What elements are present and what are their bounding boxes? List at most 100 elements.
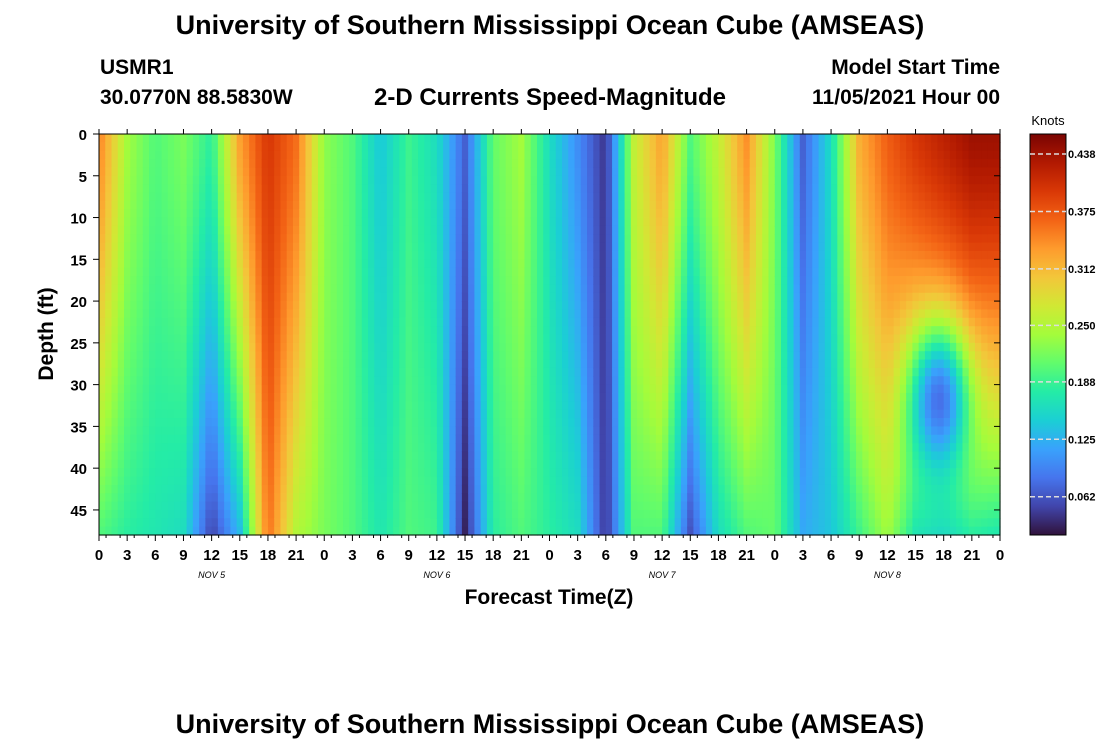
heatmap-cell <box>255 284 263 294</box>
heatmap-cell <box>180 451 188 461</box>
heatmap-cell <box>424 359 432 369</box>
heatmap-cell <box>299 134 307 143</box>
heatmap-cell <box>436 459 444 469</box>
heatmap-cell <box>743 409 751 419</box>
chart-subtitle: 2-D Currents Speed-Magnitude <box>373 84 727 111</box>
heatmap-cell <box>236 200 244 210</box>
heatmap-cell <box>192 351 200 361</box>
heatmap-cell <box>574 150 582 160</box>
heatmap-cell <box>99 184 106 194</box>
heatmap-cell <box>536 409 544 419</box>
heatmap-cell <box>724 150 732 160</box>
heatmap-cell <box>111 292 119 302</box>
heatmap-cell <box>149 501 156 511</box>
heatmap-cell <box>624 225 632 235</box>
heatmap-cell <box>536 276 544 285</box>
heatmap-cell <box>330 509 338 519</box>
heatmap-cell <box>724 418 732 427</box>
heatmap-cell <box>486 359 494 369</box>
heatmap-cell <box>712 184 720 194</box>
heatmap-cell <box>518 142 526 152</box>
heatmap-cell <box>455 484 463 494</box>
heatmap-cell <box>192 443 200 453</box>
heatmap-cell <box>605 200 613 210</box>
heatmap-cell <box>111 476 119 486</box>
heatmap-cell <box>486 184 494 194</box>
heatmap-cell <box>242 326 250 336</box>
heatmap-cell <box>730 451 738 461</box>
heatmap-cell <box>105 134 113 143</box>
heatmap-cell <box>674 267 682 277</box>
heatmap-cell <box>411 459 419 469</box>
heatmap-cell <box>630 484 638 494</box>
heatmap-cell <box>680 292 688 302</box>
heatmap-cell <box>117 484 125 494</box>
heatmap-cell <box>655 284 663 294</box>
heatmap-cell <box>730 476 738 486</box>
heatmap-cell <box>624 468 632 478</box>
heatmap-cell <box>580 192 588 202</box>
heatmap-cell <box>536 225 544 235</box>
heatmap-cell <box>705 409 713 419</box>
heatmap-cell <box>418 250 425 260</box>
heatmap-cell <box>687 451 695 461</box>
heatmap-cell <box>674 518 682 528</box>
heatmap-cell <box>480 468 488 478</box>
heatmap-cell <box>180 192 188 202</box>
heatmap-cell <box>524 342 532 352</box>
heatmap-cell <box>242 309 250 319</box>
heatmap-cell <box>687 192 695 202</box>
heatmap-cell <box>593 342 601 352</box>
heatmap-cell <box>724 259 732 269</box>
heatmap-cell <box>418 526 425 536</box>
heatmap-cell <box>593 351 601 361</box>
heatmap-cell <box>549 367 557 377</box>
heatmap-cell <box>587 493 594 503</box>
heatmap-cell <box>330 334 338 344</box>
heatmap-cell <box>161 401 169 411</box>
heatmap-cell <box>349 317 357 327</box>
heatmap-cell <box>662 359 669 369</box>
heatmap-cell <box>292 509 300 519</box>
heatmap-cell <box>324 434 332 444</box>
heatmap-cell <box>217 443 225 453</box>
heatmap-cell <box>468 484 476 494</box>
heatmap-cell <box>499 192 507 202</box>
heatmap-cell <box>662 342 669 352</box>
heatmap-cell <box>493 200 501 210</box>
heatmap-cell <box>743 367 751 377</box>
heatmap-cell <box>580 225 588 235</box>
heatmap-cell <box>174 367 181 377</box>
heatmap-cell <box>505 250 513 260</box>
heatmap-cell <box>737 434 745 444</box>
heatmap-cell <box>230 518 238 528</box>
heatmap-cell <box>430 276 438 285</box>
heatmap-cell <box>368 451 375 461</box>
heatmap-cell <box>612 509 619 519</box>
heatmap-cell <box>180 326 188 336</box>
heatmap-cell <box>499 501 507 511</box>
heatmap-cell <box>211 501 219 511</box>
heatmap-cell <box>436 259 444 269</box>
heatmap-cell <box>280 276 288 285</box>
heatmap-cell <box>111 426 119 436</box>
heatmap-cell <box>117 142 125 152</box>
heatmap-cell <box>737 342 745 352</box>
heatmap-cell <box>105 242 113 252</box>
heatmap-cell <box>105 334 113 344</box>
heatmap-cell <box>149 184 156 194</box>
heatmap-cell <box>124 518 131 528</box>
heatmap-cell <box>593 150 601 160</box>
heatmap-cell <box>505 451 513 461</box>
heatmap-cell <box>349 376 357 386</box>
heatmap-cell <box>174 150 181 160</box>
heatmap-cell <box>518 459 526 469</box>
heatmap-cell <box>455 276 463 285</box>
heatmap-cell <box>505 493 513 503</box>
heatmap-cell <box>574 451 582 461</box>
heatmap-cell <box>117 175 125 185</box>
heatmap-cell <box>499 409 507 419</box>
heatmap-cell <box>411 401 419 411</box>
heatmap-cell <box>149 326 156 336</box>
heatmap-cell <box>424 192 432 202</box>
